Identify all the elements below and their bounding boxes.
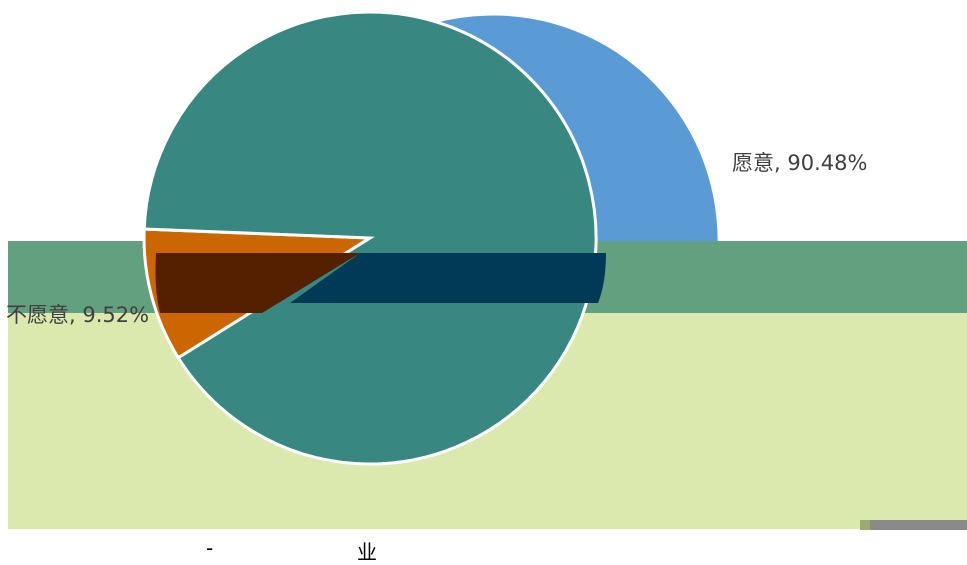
footer-char: 业 xyxy=(357,540,377,564)
slice-label-yuanyi: 愿意, 90.48% xyxy=(732,151,867,175)
footer-dash: - xyxy=(206,536,214,560)
navy-band xyxy=(290,253,606,303)
pie-slice-1 xyxy=(142,10,598,466)
olive-bar xyxy=(860,520,870,530)
gray-bar xyxy=(870,520,967,530)
slice-label-buyuanyi: 不愿意, 9.52% xyxy=(6,303,149,327)
pie-chart-bottom xyxy=(142,10,598,466)
brown-band xyxy=(155,253,360,313)
